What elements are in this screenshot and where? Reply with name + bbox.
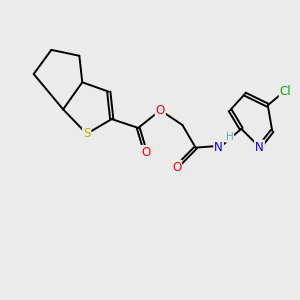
Text: N: N (214, 141, 223, 154)
Text: O: O (141, 146, 150, 159)
Text: O: O (156, 104, 165, 117)
Text: Cl: Cl (280, 85, 291, 98)
Text: S: S (83, 127, 90, 140)
Text: O: O (172, 160, 181, 174)
Text: H: H (226, 132, 233, 142)
Text: N: N (255, 141, 264, 154)
